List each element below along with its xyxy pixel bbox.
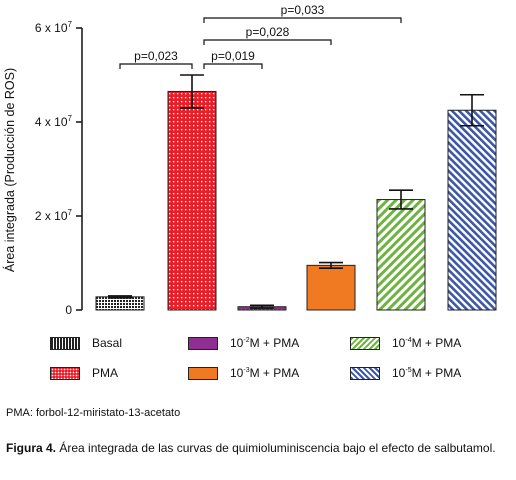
error-bar-pma bbox=[180, 74, 204, 109]
bar-basal bbox=[95, 296, 145, 311]
significance-bracket: p=0,023 bbox=[119, 49, 193, 69]
significance-label: p=0,023 bbox=[134, 49, 178, 63]
error-bar-basal bbox=[108, 295, 132, 299]
significance-label: p=0,033 bbox=[281, 3, 325, 17]
legend-item-m3: 10-3M + PMA bbox=[188, 366, 299, 380]
legend-swatch-m3 bbox=[188, 366, 218, 380]
significance-bracket: p=0,019 bbox=[203, 49, 263, 69]
caption-label: Figura 4. bbox=[6, 441, 57, 455]
y-ticks: 0 2 x 107 4 x 107 6 x 107 bbox=[35, 20, 82, 317]
legend-item-basal: Basal bbox=[50, 336, 122, 350]
significance-bracket: p=0,033 bbox=[203, 3, 402, 23]
figure-caption: Figura 4. Área integrada de las curvas d… bbox=[6, 441, 510, 456]
footnote: PMA: forbol-12-miristato-13-acetato bbox=[6, 407, 181, 419]
legend-label-m5: 10-5M + PMA bbox=[392, 366, 462, 380]
bar-m5 bbox=[447, 109, 497, 311]
significance-brackets: p=0,023 p=0,019 p=0,028 p=0,033 bbox=[119, 3, 402, 69]
legend-item-m4: 10-4M + PMA bbox=[350, 336, 461, 350]
y-tick-label: 2 x 107 bbox=[35, 208, 73, 223]
legend-label-pma: PMA bbox=[92, 366, 119, 380]
legend-swatch-basal bbox=[50, 336, 80, 350]
bar-m4 bbox=[376, 199, 426, 311]
bar-chart: Área integrada (Producción de ROS) 0 2 x … bbox=[2, 3, 497, 317]
error-bars bbox=[108, 74, 484, 309]
legend-label-m3: 10-3M + PMA bbox=[230, 366, 300, 380]
bar-m3 bbox=[306, 264, 356, 311]
significance-bracket: p=0,028 bbox=[203, 25, 332, 45]
legend-swatch-m2 bbox=[188, 336, 218, 350]
legend-item-m5: 10-5M + PMA bbox=[350, 366, 461, 380]
legend-swatch-m4 bbox=[350, 336, 380, 350]
significance-label: p=0,028 bbox=[246, 25, 290, 39]
error-bar-m4 bbox=[389, 189, 413, 210]
y-tick-label: 4 x 107 bbox=[35, 114, 73, 129]
legend-item-m2: 10-2M + PMA bbox=[188, 336, 299, 350]
bar-pma bbox=[167, 90, 217, 311]
y-axis-title: Área integrada (Producción de ROS) bbox=[2, 68, 17, 272]
y-axis-title-group: Área integrada (Producción de ROS) bbox=[2, 68, 17, 272]
y-tick-label: 6 x 107 bbox=[35, 20, 73, 35]
y-tick-label: 0 bbox=[65, 303, 72, 317]
legend: Basal PMA 10-2M + PMA 10-3M + PMA 10-4M … bbox=[0, 330, 516, 390]
legend-label-m4: 10-4M + PMA bbox=[392, 336, 462, 350]
error-bar-m3 bbox=[319, 261, 343, 269]
legend-label-basal: Basal bbox=[92, 336, 123, 350]
significance-label: p=0,019 bbox=[211, 49, 255, 63]
legend-swatch-m5 bbox=[350, 366, 380, 380]
legend-swatch-pma bbox=[50, 366, 80, 380]
error-bar-m5 bbox=[460, 93, 484, 127]
bars bbox=[95, 90, 497, 311]
error-bar-m2 bbox=[250, 304, 274, 309]
caption-text: Área integrada de las curvas de quimiolu… bbox=[56, 441, 496, 455]
legend-label-m2: 10-2M + PMA bbox=[230, 336, 300, 350]
legend-item-pma: PMA bbox=[50, 366, 118, 380]
